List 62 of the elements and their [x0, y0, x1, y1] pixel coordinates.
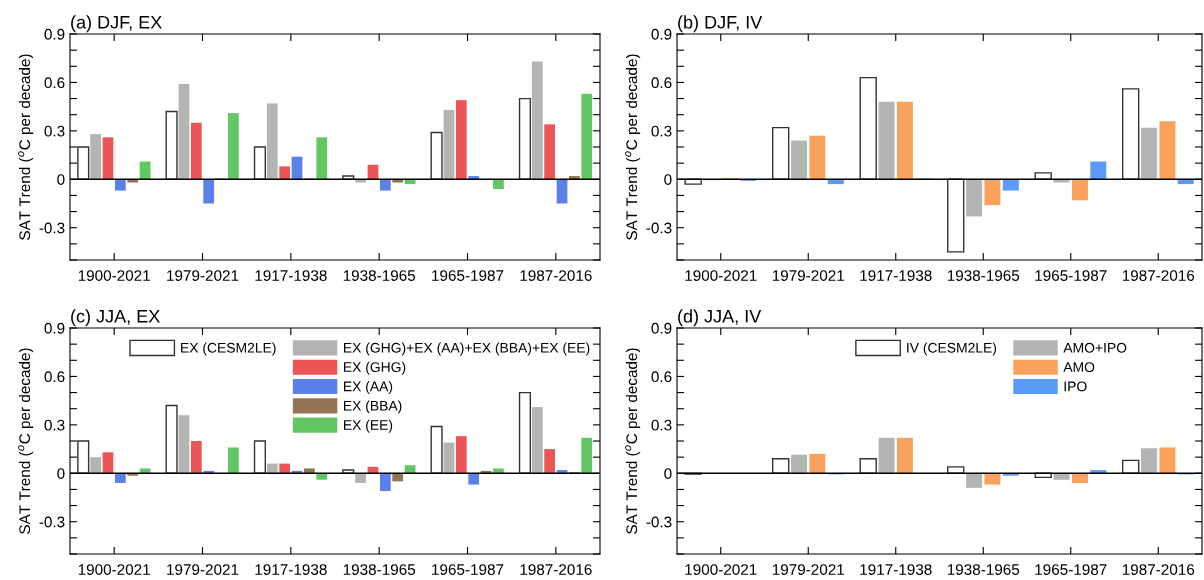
y-tick-label: 0.3	[44, 419, 65, 431]
y-tick-label: 0	[57, 174, 65, 185]
y-tick-label: 0.6	[651, 77, 672, 89]
x-tick-label: 1965-1987	[1035, 564, 1107, 575]
x-tick-label: 1900-2021	[78, 270, 150, 281]
x-tick-label: 1900-2021	[685, 270, 757, 281]
x-tick-label: 1917-1938	[860, 270, 932, 281]
y-tick-label: 0.9	[651, 322, 672, 334]
y-tick-label: 0.3	[651, 419, 672, 431]
x-tick-label: 1987-2016	[1122, 270, 1195, 281]
y-axis-title: SAT Trend ($^{o}$C per decade)	[18, 348, 34, 534]
y-tick-label: 0.9	[44, 28, 65, 40]
x-tick-label: 1979-2021	[772, 564, 845, 575]
x-tick-label: 1938-1965	[947, 564, 1020, 575]
y-axis-title: SAT Trend ($^{o}$C per decade)	[625, 348, 641, 534]
x-tick-label: 1965-1987	[432, 270, 504, 281]
x-tick-label: 1938-1965	[947, 270, 1020, 281]
y-tick-label: -0.3	[646, 222, 672, 234]
y-tick-label: 0.3	[651, 125, 672, 137]
x-tick-label: 1987-2016	[520, 564, 592, 575]
x-tick-label: 1979-2021	[772, 270, 845, 281]
y-tick-label: 0.6	[44, 77, 65, 89]
y-tick-label: -0.3	[39, 516, 65, 528]
legend-label: EX (BBA)	[343, 400, 402, 414]
legend-label: AMO	[1063, 362, 1095, 372]
x-tick-label: 1938-1965	[343, 564, 416, 575]
y-tick-label: -0.3	[39, 222, 65, 234]
x-tick-label: 1965-1987	[432, 564, 504, 575]
x-tick-label: 1979-2021	[167, 564, 239, 575]
x-tick-label: 1979-2021	[167, 270, 239, 281]
chart-title: (b) DJF, IV	[678, 15, 763, 33]
x-tick-label: 1965-1987	[1035, 270, 1107, 281]
legend-label: IPO	[1064, 381, 1087, 392]
y-tick-label: 0.6	[44, 371, 65, 383]
y-tick-label: -0.3	[646, 516, 672, 528]
x-tick-label: 1987-2016	[520, 270, 592, 281]
legend-label: EX (GHG)+EX (AA)+EX (BBA)+EX (EE)	[343, 342, 590, 356]
y-tick-label: 0.6	[651, 371, 672, 383]
y-axis-title: SAT Trend ($^{o}$C per decade)	[625, 54, 641, 240]
x-tick-label: 1900-2021	[685, 564, 757, 575]
x-tick-label: 1917-1938	[255, 270, 327, 281]
legend-label: EX (CESM2LE)	[181, 342, 276, 356]
x-tick-label: 1987-2016	[1122, 564, 1195, 575]
y-tick-label: 0	[664, 468, 672, 479]
legend-label: EX (GHG)	[343, 361, 406, 375]
y-tick-label: 0	[664, 174, 672, 185]
chart-title: (a) DJF, EX	[71, 15, 162, 33]
legend-label: IV (CESM2LE)	[907, 342, 997, 356]
y-tick-label: 0.9	[44, 322, 65, 334]
chart-title: (c) JJA, EX	[71, 309, 160, 327]
y-tick-label: 0.3	[44, 125, 65, 137]
chart-title: (d) JJA, IV	[678, 309, 762, 327]
x-tick-label: 1900-2021	[78, 564, 150, 575]
y-tick-label: 0.9	[651, 28, 672, 40]
x-tick-label: 1917-1938	[860, 564, 932, 575]
legend-label: AMO+IPO	[1063, 342, 1127, 353]
x-tick-label: 1938-1965	[343, 270, 416, 281]
legend-label: EX (AA)	[343, 381, 393, 395]
legend-label: EX (EE)	[343, 419, 393, 433]
x-tick-label: 1917-1938	[255, 564, 327, 575]
y-axis-title: SAT Trend ($^{o}$C per decade)	[18, 54, 34, 240]
y-tick-label: 0	[57, 468, 65, 479]
